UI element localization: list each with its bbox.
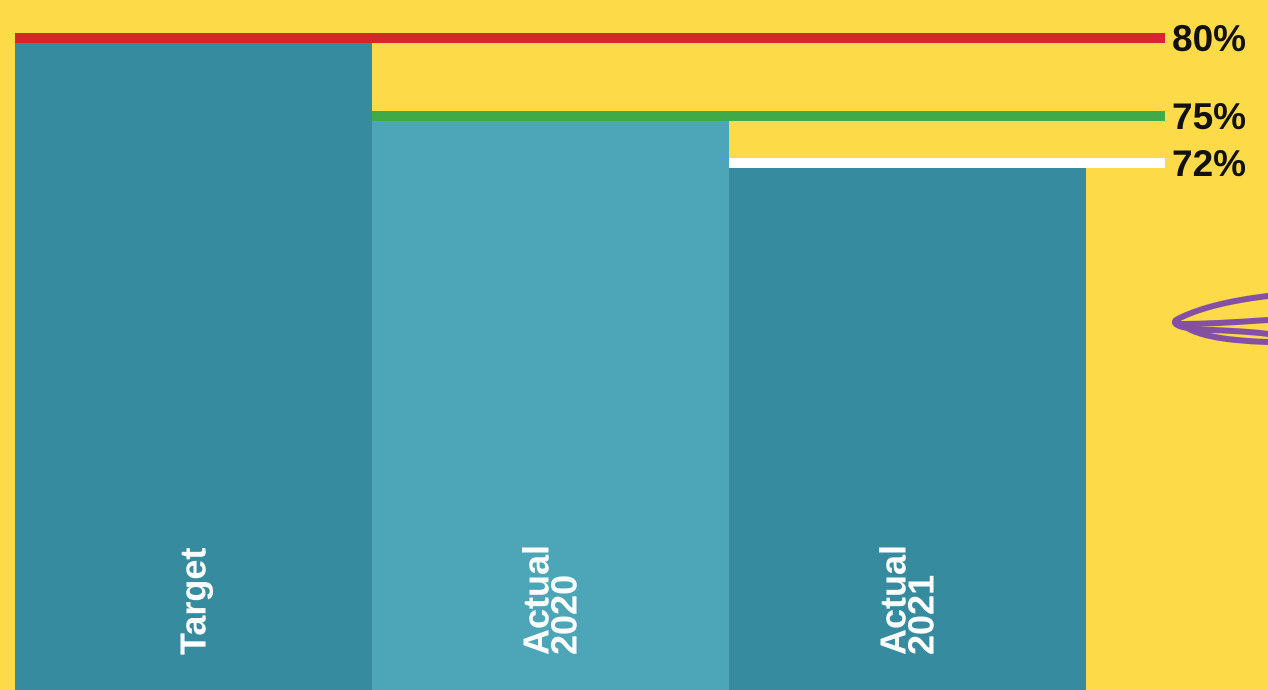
value-label-2: 75% xyxy=(1172,96,1246,137)
category-label-3-line-2: 2021 xyxy=(901,575,942,655)
value-label-1: 80% xyxy=(1172,18,1246,59)
category-label-2-line-1: Actual xyxy=(516,545,557,655)
category-label-2-line-2: 2020 xyxy=(544,575,585,655)
bar-2 xyxy=(372,116,729,690)
category-label-3-line-1: Actual xyxy=(873,545,914,655)
reference-line-2 xyxy=(372,111,1165,121)
purple-scribble-decoration xyxy=(1171,293,1268,345)
category-label-1-line-1: Target xyxy=(173,548,214,655)
bars-layer xyxy=(15,38,1086,690)
bar-3 xyxy=(729,163,1086,690)
category-label-2: Actual2020 xyxy=(516,545,585,655)
value-label-3: 72% xyxy=(1172,143,1246,184)
category-label-1: Target xyxy=(173,548,214,655)
reference-line-1 xyxy=(15,33,1165,43)
bar-1 xyxy=(15,38,372,690)
category-label-3: Actual2021 xyxy=(873,545,942,655)
reference-line-3 xyxy=(729,158,1165,168)
reference-lines-layer xyxy=(15,33,1165,168)
